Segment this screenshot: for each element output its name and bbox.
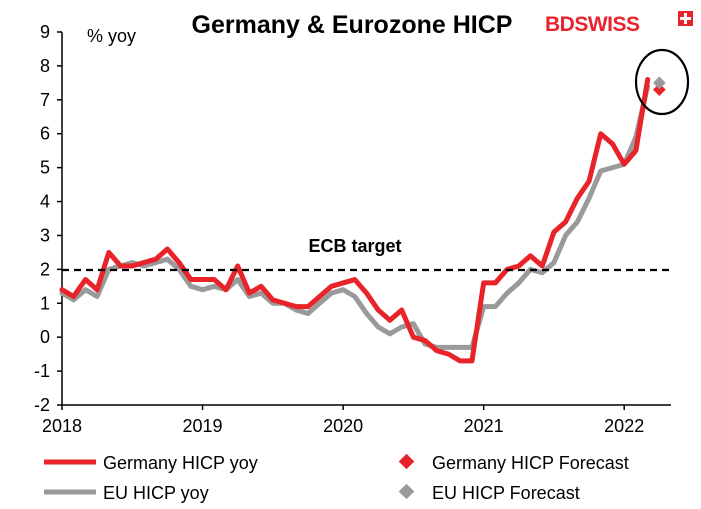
chart-title: Germany & Eurozone HICP — [192, 11, 513, 39]
legend-label-germany-forecast: Germany HICP Forecast — [432, 453, 629, 473]
y-tick-label: 5 — [40, 158, 50, 178]
legend-label-eu-yoy: EU HICP yoy — [103, 483, 209, 503]
germany-hicp-line — [59, 76, 651, 364]
brand-logo-swiss: SWISS — [574, 13, 640, 36]
y-tick-label: 6 — [40, 124, 50, 144]
legend-label-germany-yoy: Germany HICP yoy — [103, 453, 258, 473]
y-tick-label: 4 — [40, 192, 50, 212]
y-tick-label: 1 — [40, 293, 50, 313]
y-tick-label: 0 — [40, 327, 50, 347]
y-tick-label: 2 — [40, 259, 50, 279]
y-tick-label: 8 — [40, 56, 50, 76]
eu-forecast-point — [652, 76, 666, 90]
y-tick-label: 3 — [40, 225, 50, 245]
legend-swatch-eu-forecast — [398, 483, 415, 500]
eu-hicp-line — [59, 83, 651, 350]
svg-text:BDSWISS: BDSWISS — [545, 13, 640, 36]
brand-logo-bd: BD — [545, 13, 575, 36]
forecast-highlight-circle — [634, 48, 690, 116]
forecast-markers-layer — [652, 76, 666, 97]
x-tick-label: 2021 — [464, 416, 504, 436]
series-layer — [59, 76, 651, 364]
y-tick-label: -2 — [34, 395, 50, 415]
y-tick-label: -1 — [34, 361, 50, 381]
legend: Germany HICP yoy EU HICP yoy Germany HIC… — [44, 453, 629, 503]
x-tick-label: 2018 — [42, 416, 82, 436]
x-tick-label: 2020 — [323, 416, 363, 436]
ecb-target-label: ECB target — [308, 236, 401, 256]
legend-label-eu-forecast: EU HICP Forecast — [432, 483, 580, 503]
y-tick-label: 9 — [40, 22, 50, 42]
y-tick-label: 7 — [40, 90, 50, 110]
y-axis-unit-label: % yoy — [87, 26, 136, 46]
axes-layer: -2 -1 0 1 2 3 4 5 6 7 8 9 2018 2019 2020 2021 2022 — [34, 22, 671, 436]
brand-logo: BDSWISS — [545, 11, 693, 36]
legend-swatch-germany-forecast — [398, 453, 415, 470]
x-tick-label: 2022 — [604, 416, 644, 436]
x-tick-label: 2019 — [183, 416, 223, 436]
